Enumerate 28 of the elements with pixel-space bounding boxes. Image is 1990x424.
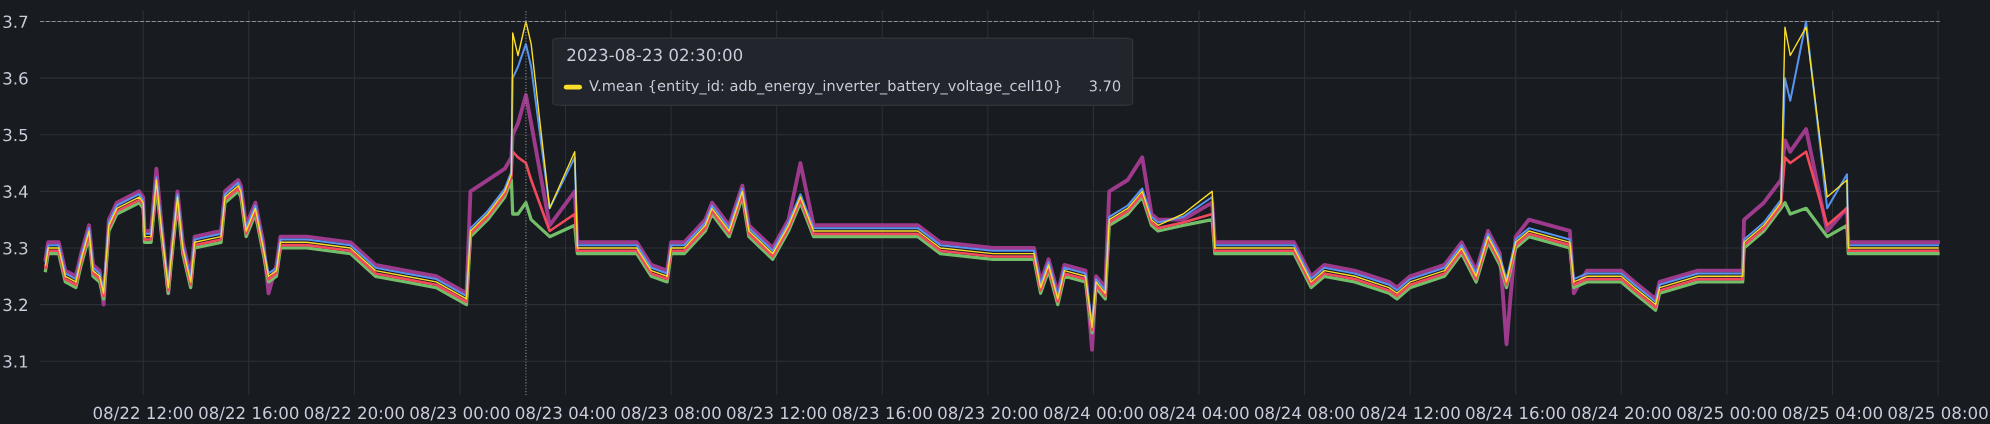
y-tick-label: 3.3 [3,241,28,255]
y-tick-label: 3.1 [3,355,28,368]
x-tick-label: 08/24 20:00 [1571,406,1671,421]
x-tick-label: 08/23 20:00 [938,406,1038,421]
x-tick-label: 08/23 08:00 [621,406,721,421]
annotation: V.mean {entity_id: adb_energy_inverter_battery_voltage_cell10} [589,79,1061,95]
x-tick-label: 08/22 16:00 [199,406,299,421]
y-tick-label: 3.5 [3,128,28,142]
x-tick-label: 08/24 08:00 [1254,406,1355,421]
annotation: 3.70 [1089,80,1121,92]
annotation: 2023-08-23 02:30:00 [567,48,743,62]
x-tick-label: 08/25 00:00 [1677,406,1777,421]
x-tick-label: 08/25 08:00 [1888,406,1988,421]
x-tick-label: 08/23 12:00 [727,406,827,421]
x-tick-label: 08/23 04:00 [515,406,616,421]
y-tick-label: 3.7 [3,15,28,29]
y-tick-label: 3.4 [3,185,28,198]
y-tick-label: 3.6 [3,72,28,85]
x-tick-label: 08/22 12:00 [93,406,193,421]
x-tick-label: 08/23 00:00 [410,406,510,421]
x-tick-label: 08/24 00:00 [1043,406,1143,421]
x-tick-label: 08/24 16:00 [1466,406,1566,421]
y-tick-label: 3.2 [3,298,28,312]
x-tick-label: 08/24 12:00 [1360,406,1460,421]
x-tick-label: 08/25 04:00 [1782,406,1883,421]
x-tick-label: 08/22 20:00 [304,406,404,421]
x-tick-label: 08/23 16:00 [832,406,932,421]
x-tick-label: 08/24 04:00 [1149,406,1249,421]
